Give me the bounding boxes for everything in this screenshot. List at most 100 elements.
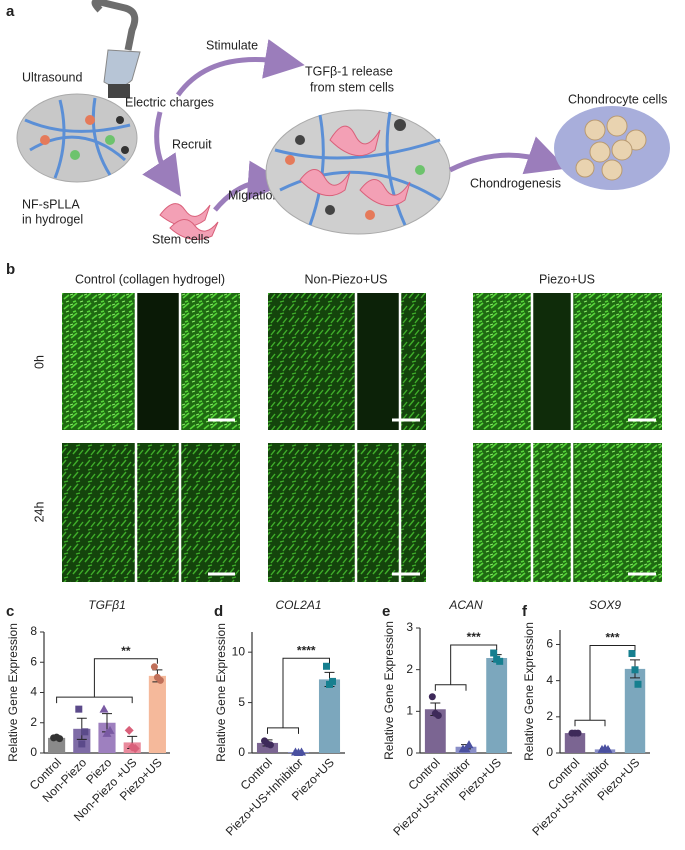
data-point	[461, 744, 471, 753]
y-axis-label: Relative Gene Expression	[214, 623, 228, 762]
y-tick-label: 0	[546, 745, 553, 759]
chart-title: TGFβ1	[88, 598, 126, 612]
label: Migration	[228, 188, 279, 202]
significance-label: **	[121, 644, 131, 658]
data-point	[156, 676, 164, 684]
data-point	[464, 740, 474, 749]
label: Stem cells	[152, 232, 210, 246]
bar	[318, 679, 341, 753]
y-tick-label: 10	[232, 644, 246, 658]
label: NF-sPLLA	[22, 197, 80, 211]
chart-title: SOX9	[589, 598, 621, 612]
data-point	[323, 662, 330, 670]
chart-title: COL2A1	[275, 598, 321, 612]
label: TGFβ-1 release	[305, 64, 393, 78]
panel-label: b	[6, 261, 15, 278]
y-tick-label: 2	[30, 715, 37, 729]
panel-label: a	[6, 3, 15, 20]
y-axis-label: Relative Gene Expression	[382, 621, 396, 760]
significance-bracket	[267, 657, 330, 734]
nanofibers	[274, 111, 441, 226]
significance-bracket	[56, 658, 158, 704]
y-tick-label: 3	[406, 620, 413, 634]
arrow	[175, 39, 305, 97]
panel-label: c	[6, 603, 14, 620]
micrographs	[62, 293, 662, 582]
significance-bracket	[434, 644, 498, 691]
data-point	[631, 666, 639, 674]
data-point	[434, 712, 442, 719]
charges	[285, 119, 425, 220]
y-tick-label: 0	[406, 745, 413, 759]
y-tick-label: 8	[30, 624, 37, 638]
y-tick-label: 6	[30, 654, 37, 668]
label: from stem cells	[310, 80, 394, 94]
column-label: Control (collagen hydrogel)	[75, 272, 225, 286]
y-tick-label: 2	[406, 662, 413, 676]
arrow	[142, 111, 182, 197]
nanofibers	[24, 97, 131, 179]
data-point	[130, 743, 140, 753]
arrow	[448, 136, 567, 175]
y-tick-label: 0	[238, 745, 245, 759]
y-tick-label: 4	[546, 673, 553, 687]
bar	[424, 709, 446, 753]
ultrasound-probe	[91, 0, 141, 98]
column-label: Non-Piezo+US	[304, 272, 387, 286]
data-point	[81, 728, 89, 736]
label: Chondrogenesis	[470, 176, 561, 190]
data-point	[603, 744, 613, 753]
bar	[564, 733, 586, 753]
bar	[486, 658, 508, 753]
panel-label: e	[382, 603, 390, 620]
data-point	[150, 663, 158, 671]
y-tick-label: 0	[30, 745, 37, 759]
chondrocytes	[575, 115, 647, 181]
y-tick-label: 2	[546, 709, 553, 723]
row-label: 0h	[32, 355, 46, 369]
data-point	[428, 693, 436, 701]
data-point	[75, 705, 83, 713]
data-point	[56, 735, 64, 743]
panel-label: d	[214, 603, 223, 620]
label: Recruit	[172, 137, 212, 151]
bar	[624, 668, 646, 753]
stem-cells	[299, 125, 411, 207]
significance-label: ****	[297, 643, 316, 657]
y-tick-label: 4	[30, 685, 37, 699]
significance-bracket	[574, 645, 636, 727]
data-point	[628, 650, 636, 658]
label: Stimulate	[206, 38, 258, 52]
panel-label: f	[522, 603, 528, 620]
y-axis-label: Relative Gene Expression	[6, 623, 20, 762]
charges	[40, 115, 129, 160]
data-point	[267, 741, 274, 749]
bar	[148, 675, 166, 753]
y-tick-label: 6	[546, 637, 553, 651]
chart-title: ACAN	[448, 598, 483, 612]
bar	[256, 742, 279, 753]
data-point	[297, 747, 306, 756]
data-point	[99, 704, 109, 713]
stem-cells	[159, 203, 219, 241]
data-point	[574, 729, 582, 737]
significance-label: ***	[605, 631, 619, 645]
row-label: 24h	[32, 502, 46, 523]
y-tick-label: 5	[238, 695, 245, 709]
y-tick-label: 1	[406, 704, 413, 718]
data-point	[496, 657, 504, 665]
data-point	[78, 740, 86, 748]
arrow	[213, 160, 288, 212]
label: Ultrasound	[22, 70, 82, 84]
label: Electric charges	[125, 95, 214, 109]
data-point	[329, 677, 336, 685]
column-label: Piezo+US	[539, 272, 595, 286]
significance-label: ***	[467, 630, 481, 644]
data-point	[490, 649, 498, 657]
label: Chondrocyte cells	[568, 92, 667, 106]
label: in hydrogel	[22, 212, 83, 226]
data-point	[124, 725, 134, 735]
y-axis-label: Relative Gene Expression	[522, 622, 536, 761]
data-point	[105, 725, 115, 734]
